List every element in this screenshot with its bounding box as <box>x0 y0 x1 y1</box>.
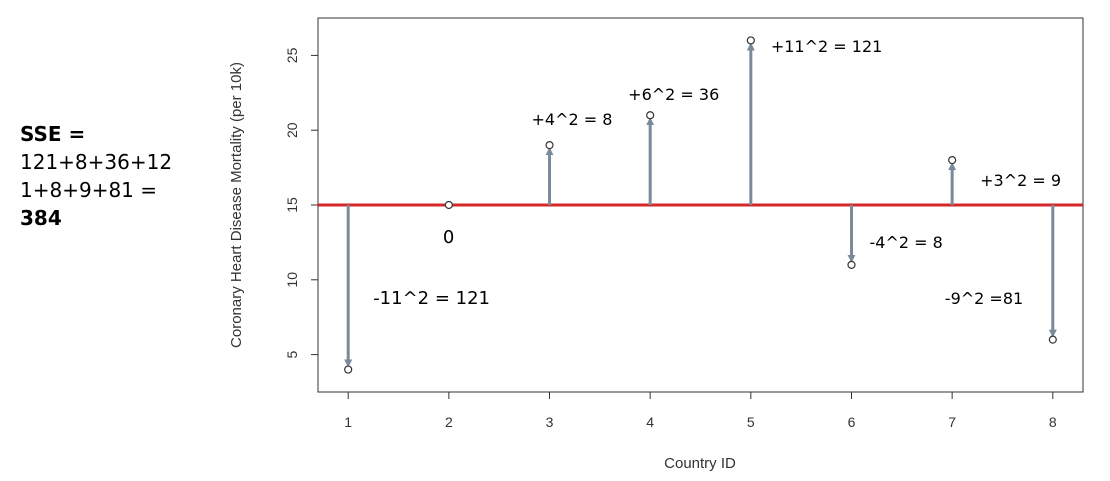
data-point <box>444 200 453 210</box>
residual-annotation: +4^2 = 8 <box>532 110 613 129</box>
data-point <box>1048 335 1057 344</box>
residual-annotation: -11^2 = 121 <box>373 288 490 309</box>
sse-line-1: 121+8+36+12 <box>20 150 173 174</box>
x-tick-label: 2 <box>445 414 453 430</box>
x-tick-label: 1 <box>344 414 352 430</box>
residual-annotation: +11^2 = 121 <box>771 37 882 56</box>
data-point <box>646 111 655 120</box>
x-tick-label: 4 <box>646 414 654 430</box>
y-tick-label: 20 <box>284 122 300 138</box>
sse-line-2: 1+8+9+81 = <box>20 178 158 202</box>
residual-annotation: -9^2 =81 <box>945 289 1023 308</box>
x-tick-label: 8 <box>1049 414 1057 430</box>
y-tick-label: 25 <box>284 47 300 63</box>
data-point <box>746 36 755 45</box>
data-point <box>948 156 957 165</box>
y-axis-title: Coronary Heart Disease Mortality (per 10… <box>228 62 245 348</box>
x-tick-label: 7 <box>948 414 956 430</box>
sse-total: 384 <box>20 206 62 230</box>
y-tick-label: 15 <box>284 197 300 213</box>
y-tick-label: 10 <box>284 272 300 288</box>
residual-annotation: +3^2 = 9 <box>980 171 1061 190</box>
x-tick-label: 5 <box>747 414 755 430</box>
sse-summary: SSE = 121+8+36+12 1+8+9+81 = 384 <box>20 120 210 232</box>
y-tick-label: 5 <box>284 350 300 358</box>
x-tick-label: 6 <box>848 414 856 430</box>
residual-annotation: 0 <box>443 227 454 248</box>
x-tick-label: 3 <box>546 414 554 430</box>
data-point <box>344 365 353 374</box>
x-axis-title: Country ID <box>664 455 736 472</box>
residual-annotation: -4^2 = 8 <box>869 233 942 252</box>
data-point <box>545 141 554 150</box>
sse-label: SSE = <box>20 122 86 146</box>
residual-annotation: +6^2 = 36 <box>628 85 719 104</box>
data-point <box>847 260 856 269</box>
